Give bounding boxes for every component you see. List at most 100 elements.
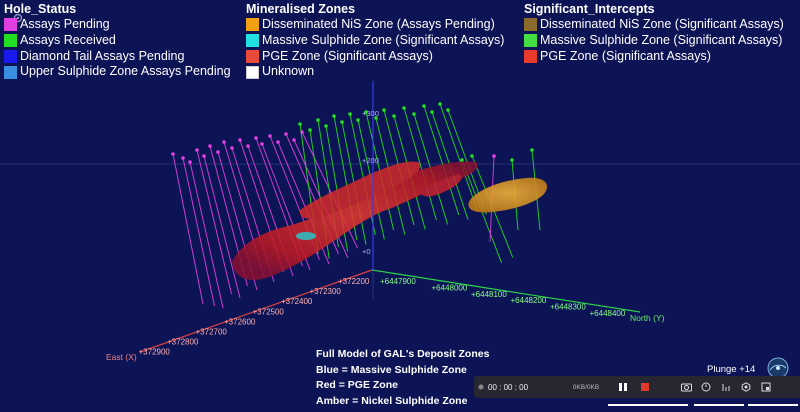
drill-hole-collar <box>268 134 272 138</box>
drill-hole-collar <box>412 112 416 116</box>
timer-icon[interactable] <box>696 382 716 392</box>
massive-sulphide-zone <box>296 232 316 240</box>
drill-hole-collar <box>438 102 442 106</box>
east-tick: +372200 <box>338 277 370 286</box>
north-tick: +6448400 <box>590 309 626 318</box>
drill-hole-trace <box>196 149 232 295</box>
drill-hole-collar <box>276 140 280 144</box>
elevation-tick: +200 <box>362 156 379 165</box>
drill-hole-collar <box>316 118 320 122</box>
drill-hole-collar <box>230 146 234 150</box>
legend-mineralised-zones: Mineralised Zones Disseminated NiS Zone … <box>246 2 504 80</box>
swatch <box>4 34 17 48</box>
nickel-sulphide-zone <box>468 177 548 213</box>
drill-hole-collar <box>510 158 514 162</box>
pause-button[interactable] <box>612 376 634 398</box>
progress-segments <box>474 398 800 412</box>
drill-hole-trace <box>203 155 241 299</box>
stop-button[interactable] <box>634 376 656 398</box>
fullscreen-icon[interactable] <box>756 382 776 392</box>
drill-hole-collar <box>238 138 242 142</box>
drill-hole-collar <box>324 124 328 128</box>
east-tick: +372300 <box>310 287 342 296</box>
legend-label: PGE Zone (Significant Assays) <box>262 48 433 63</box>
drill-hole-collar <box>284 132 288 136</box>
north-tick: +6448300 <box>550 303 586 312</box>
caption-line: Amber = Nickel Sulphide Zone <box>316 394 468 407</box>
drill-hole-collar <box>374 116 378 120</box>
drill-hole-trace <box>439 103 478 211</box>
drill-hole-collar <box>422 104 426 108</box>
recording-time: 00 : 00 : 00 <box>488 382 529 392</box>
swatch <box>4 49 17 63</box>
drill-hole-collar <box>492 154 496 158</box>
elevation-tick-labels: +300 +200 +0 <box>362 109 379 256</box>
legend-item: PGE Zone (Significant Assays) <box>524 49 784 65</box>
swatch <box>524 49 537 63</box>
swatch <box>524 18 537 32</box>
drill-hole-collar <box>181 156 185 160</box>
legend-item: Diamond Tail Assays Pending <box>4 49 231 65</box>
camera-icon[interactable] <box>676 382 696 392</box>
drill-hole-collar <box>430 110 434 114</box>
settings-icon[interactable] <box>736 382 756 392</box>
legend-label: Unknown <box>262 64 315 79</box>
east-tick-labels: +372200+372300+372400+372500+372600 +3727… <box>139 277 370 357</box>
caption-line: Red = PGE Zone <box>316 379 398 391</box>
pge-zone-body <box>232 161 478 280</box>
north-tick: +6447900 <box>380 277 416 286</box>
swatch <box>4 18 17 32</box>
drill-hole-collar <box>216 150 220 154</box>
legend-item: Unknown <box>246 64 504 80</box>
drill-hole-collar <box>470 154 474 158</box>
legend-label: Assays Received <box>20 32 116 47</box>
north-tick: +6448200 <box>511 296 547 305</box>
caption-line: Blue = Massive Sulphide Zone <box>316 363 467 376</box>
legend-significant-intercepts: Significant_Intercepts Disseminated NiS … <box>524 2 784 64</box>
audio-levels-icon[interactable] <box>716 382 736 392</box>
swatch <box>246 49 259 63</box>
drill-hole-collar <box>340 120 344 124</box>
drill-hole-collar <box>446 108 450 112</box>
drill-hole-collar <box>460 158 464 162</box>
caption-line: Full Model of GAL's Deposit Zones <box>316 348 490 360</box>
drill-hole-collar <box>382 108 386 112</box>
drill-hole-collar <box>246 144 250 148</box>
drill-hole-collar <box>208 144 212 148</box>
drill-hole-collar <box>364 110 368 114</box>
east-tick: +372700 <box>196 328 228 337</box>
swatch <box>246 18 259 32</box>
gear-icon[interactable] <box>12 12 24 24</box>
swatch <box>4 65 17 79</box>
legend-hole-status: Hole_Status Assays Pending Assays Receiv… <box>4 2 231 80</box>
drill-hole-trace <box>423 105 460 216</box>
screen-recorder-bar: 00 : 00 : 00 0KB/0KB <box>474 376 800 398</box>
drill-hole-collar <box>308 128 312 132</box>
east-tick: +372600 <box>224 317 256 326</box>
legend-item: Assays Received <box>4 33 231 49</box>
legend-label: Disseminated NiS Zone (Assays Pending) <box>262 17 495 31</box>
legend-label: Assays Pending <box>20 17 110 31</box>
east-tick: +372500 <box>253 307 285 316</box>
east-axis-label: East (X) <box>106 352 137 362</box>
axes <box>139 82 641 353</box>
swatch <box>246 65 259 79</box>
drill-hole-collar <box>292 138 296 142</box>
drill-hole-collar <box>298 122 302 126</box>
legend-label: Diamond Tail Assays Pending <box>20 48 185 63</box>
drill-hole-collar <box>195 148 199 152</box>
drill-hole-collar <box>392 114 396 118</box>
legend-title: Mineralised Zones <box>246 2 356 16</box>
legend-item: Disseminated NiS Zone (Assays Pending) <box>246 17 504 33</box>
swatch <box>524 34 537 48</box>
legend-item: Massive Sulphide Zone (Significant Assay… <box>246 33 504 49</box>
drill-hole-trace <box>172 153 204 305</box>
drill-hole-collar <box>260 142 264 146</box>
recording-size: 0KB/0KB <box>572 383 600 391</box>
drill-hole-collar <box>356 118 360 122</box>
legend-item: Assays Pending <box>4 17 231 33</box>
east-tick: +372800 <box>167 338 199 347</box>
north-tick: +6448100 <box>471 290 507 299</box>
drill-hole-trace <box>189 161 224 309</box>
